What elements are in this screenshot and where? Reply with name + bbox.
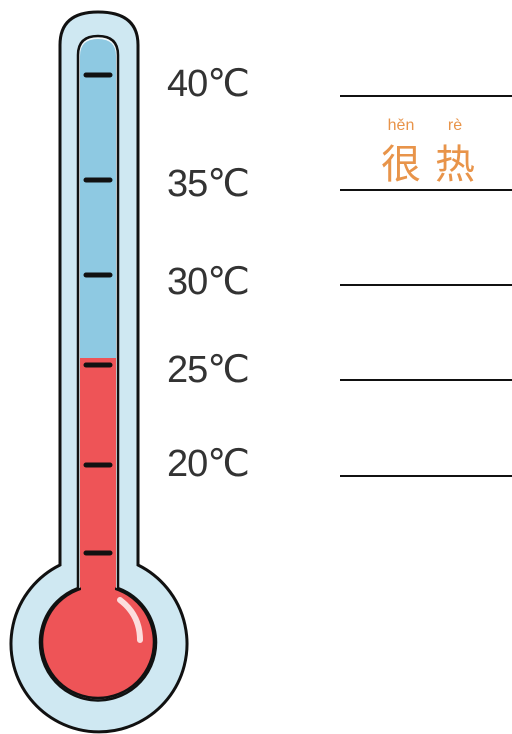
pinyin: hěn — [388, 117, 415, 134]
temp-label: 35℃ — [167, 163, 249, 205]
character: 很 — [381, 142, 421, 188]
temp-label: 20℃ — [167, 443, 249, 485]
character: 热 — [435, 142, 475, 188]
temp-label: 30℃ — [167, 261, 249, 303]
thermometer — [9, 10, 189, 734]
temp-label: 25℃ — [167, 349, 249, 391]
temp-label: 40℃ — [167, 63, 249, 105]
pinyin: rè — [448, 117, 462, 134]
answer-lines — [340, 95, 512, 477]
